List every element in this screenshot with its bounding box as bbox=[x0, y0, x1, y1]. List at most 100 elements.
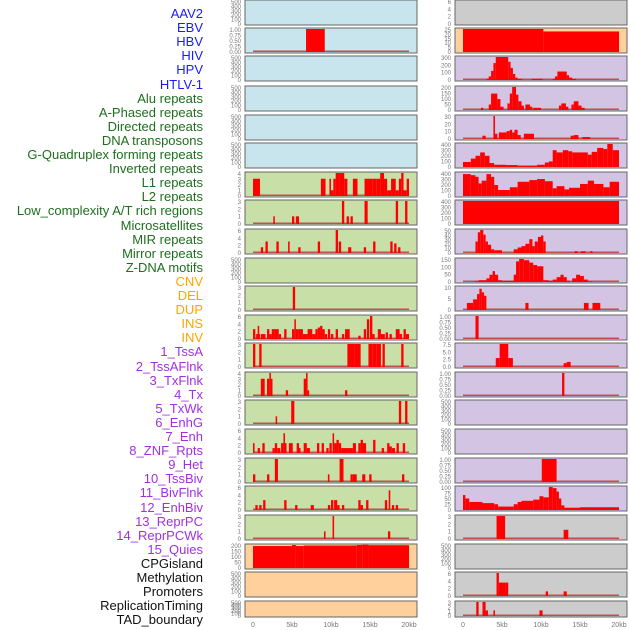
y-tick-label: 1.00 bbox=[439, 372, 451, 378]
left-bar bbox=[253, 474, 256, 482]
y-tick-label: 2 bbox=[448, 522, 452, 528]
right-panel-bg bbox=[454, 457, 628, 484]
right-bar bbox=[510, 67, 513, 80]
left-bar bbox=[335, 173, 340, 196]
left-bar bbox=[316, 443, 320, 453]
right-bar bbox=[488, 76, 492, 80]
y-tick-label: 50 bbox=[444, 273, 451, 279]
left-bar bbox=[348, 448, 353, 453]
left-panel-bg bbox=[244, 371, 418, 398]
left-bar bbox=[390, 241, 393, 253]
y-tick-label: 0.50 bbox=[229, 39, 241, 45]
right-bar bbox=[478, 183, 482, 196]
left-bar bbox=[389, 446, 392, 453]
track-label: INS bbox=[181, 316, 203, 332]
right-panel-bg bbox=[454, 314, 628, 341]
y-tick-label: 30 bbox=[444, 238, 451, 244]
right-bar bbox=[587, 281, 592, 282]
y-tick-label: 500 bbox=[231, 601, 242, 607]
right-bar bbox=[530, 106, 533, 110]
right-bar bbox=[591, 151, 598, 167]
right-bar bbox=[476, 602, 479, 616]
left-bar bbox=[274, 443, 278, 453]
track-label: CNV bbox=[175, 273, 203, 289]
left-bar bbox=[338, 241, 342, 253]
right-bar bbox=[491, 249, 495, 253]
right-bar bbox=[569, 187, 580, 196]
y-tick-label: 50 bbox=[444, 103, 451, 109]
right-bar bbox=[576, 274, 580, 282]
track-label: Microsatellites bbox=[120, 217, 203, 233]
right-bar bbox=[552, 150, 557, 167]
right-bar bbox=[594, 183, 604, 196]
left-bar bbox=[292, 287, 296, 310]
right-bar bbox=[573, 135, 579, 139]
y-tick-label: 0 bbox=[448, 108, 452, 114]
right-bar bbox=[482, 135, 486, 139]
left-bar bbox=[345, 448, 349, 453]
y-tick-label: 0 bbox=[448, 50, 452, 56]
left-panel-bg bbox=[244, 0, 418, 26]
left-bar bbox=[320, 325, 323, 339]
right-panel-bg bbox=[454, 571, 628, 598]
y-tick-label: 0 bbox=[238, 108, 242, 114]
right-bar bbox=[556, 277, 561, 282]
right-bar bbox=[531, 78, 543, 80]
y-tick-label: 6 bbox=[448, 0, 452, 6]
y-tick-label: 40 bbox=[444, 233, 451, 239]
right-bar bbox=[494, 274, 499, 282]
y-tick-label: 0.75 bbox=[229, 34, 241, 40]
left-bar bbox=[395, 505, 399, 510]
y-tick-label: 0 bbox=[448, 137, 452, 143]
track-label: 14_ReprPCWk bbox=[116, 527, 203, 543]
y-tick-label: 100 bbox=[441, 189, 452, 195]
y-tick-label: 1 bbox=[448, 530, 452, 536]
right-bar bbox=[491, 70, 494, 80]
y-tick-label: 25 bbox=[444, 503, 451, 509]
y-tick-label: 400 bbox=[441, 433, 452, 439]
left-bar bbox=[384, 178, 388, 196]
track-label: HBV bbox=[176, 34, 203, 50]
right-bar bbox=[494, 133, 498, 139]
y-tick-label: 1.00 bbox=[439, 315, 451, 321]
right-bar bbox=[533, 499, 540, 510]
right-bar bbox=[539, 610, 543, 616]
y-tick-label: 100 bbox=[441, 97, 452, 103]
right-bar bbox=[495, 57, 509, 80]
y-tick-label: 3 bbox=[238, 458, 242, 464]
y-tick-label: 150 bbox=[441, 92, 452, 98]
y-tick-label: 300 bbox=[441, 56, 452, 62]
left-bar bbox=[327, 329, 331, 339]
y-tick-label: 0.50 bbox=[439, 469, 451, 475]
left-bar bbox=[317, 327, 321, 339]
y-tick-label: 500 bbox=[231, 258, 242, 264]
right-bar bbox=[544, 181, 553, 196]
right-bar bbox=[563, 363, 567, 367]
y-tick-label: 300 bbox=[441, 409, 452, 415]
left-bar bbox=[270, 378, 273, 396]
left-bar bbox=[405, 201, 408, 224]
y-tick-label: 0 bbox=[448, 0, 452, 2]
right-bar bbox=[517, 247, 522, 253]
right-bar bbox=[515, 77, 518, 80]
left-bar bbox=[380, 334, 385, 339]
right-bar bbox=[493, 610, 495, 616]
left-bar bbox=[332, 516, 335, 539]
y-tick-label: 1 bbox=[238, 215, 242, 221]
right-bar bbox=[587, 154, 592, 167]
track-label: Mirror repeats bbox=[122, 245, 203, 261]
right-baseline bbox=[463, 480, 619, 482]
right-bar bbox=[492, 271, 495, 282]
left-bar bbox=[299, 448, 301, 453]
y-tick-label: 4 bbox=[238, 322, 242, 328]
left-bar bbox=[376, 344, 381, 367]
left-bar bbox=[253, 344, 256, 367]
right-bar bbox=[532, 246, 535, 253]
y-tick-label: 0 bbox=[238, 566, 242, 572]
track-label: HTLV-1 bbox=[159, 76, 203, 92]
left-bar bbox=[337, 505, 340, 510]
y-tick-label: 400 bbox=[441, 172, 452, 178]
right-bar bbox=[518, 101, 522, 110]
y-tick-label: 3 bbox=[448, 601, 452, 607]
track-label: L2 repeats bbox=[141, 189, 203, 205]
